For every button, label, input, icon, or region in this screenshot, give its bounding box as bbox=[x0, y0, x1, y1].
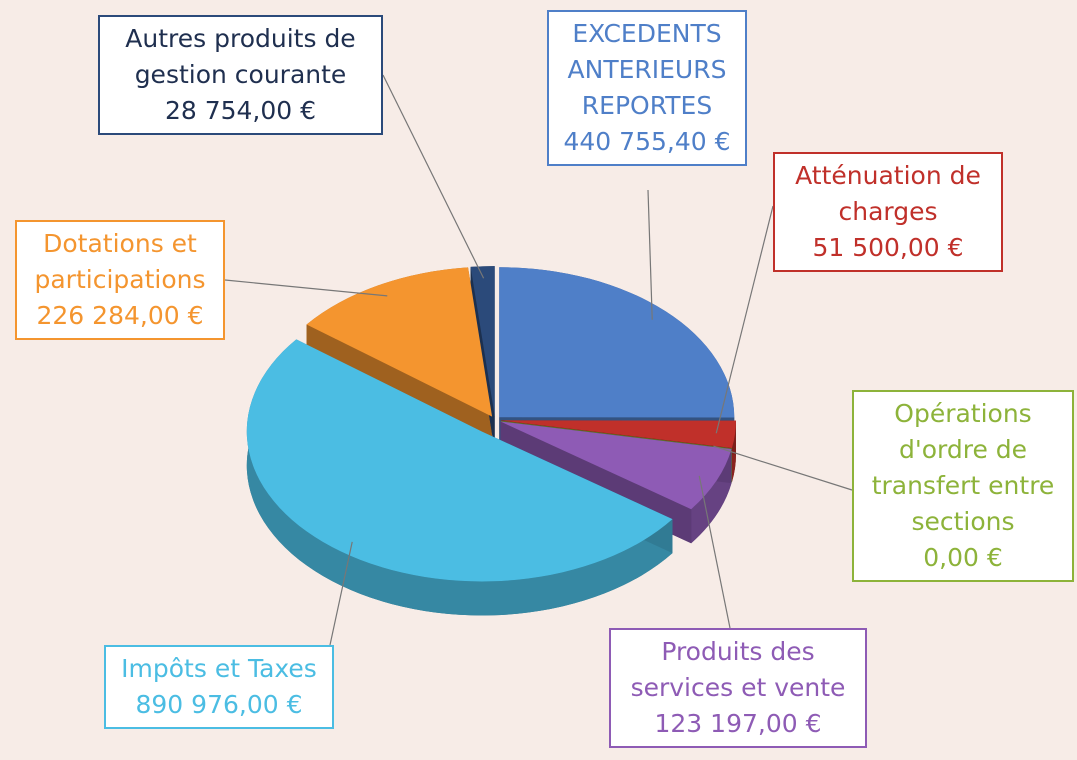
leader-line bbox=[647, 189, 653, 320]
value-label: 0,00 € bbox=[923, 543, 1003, 572]
slice bbox=[499, 267, 735, 418]
slice bbox=[470, 266, 495, 417]
category-label: Dotations et participations bbox=[34, 229, 206, 294]
slice bbox=[306, 267, 493, 417]
label-box: Produits des services et vente 123 197,00… bbox=[609, 628, 867, 748]
leader-line bbox=[698, 475, 731, 629]
leader-line bbox=[713, 445, 853, 491]
value-label: 28 754,00 € bbox=[164, 96, 317, 125]
label-box: Autres produits de gestion courante 28 75… bbox=[98, 15, 383, 135]
slice bbox=[246, 339, 673, 582]
leader-line bbox=[329, 541, 353, 646]
label-box: Dotations et participations 226 284,00 € bbox=[15, 220, 225, 340]
value-label: 890 976,00 € bbox=[135, 690, 303, 719]
category-label: EXCEDENTS ANTERIEURS REPORTES bbox=[567, 19, 727, 120]
category-label: Impôts et Taxes bbox=[121, 654, 317, 683]
leader-line bbox=[224, 279, 388, 297]
label-box: EXCEDENTS ANTERIEURS REPORTES 440 755,40 … bbox=[547, 10, 747, 166]
slice bbox=[500, 420, 736, 448]
value-label: 123 197,00 € bbox=[654, 709, 822, 738]
category-label: Opérations d'ordre de transfert entre se… bbox=[871, 399, 1055, 536]
leader-line bbox=[715, 205, 774, 434]
category-label: Produits des services et vente bbox=[630, 637, 846, 702]
category-label: Autres produits de gestion courante bbox=[125, 24, 356, 89]
value-label: 226 284,00 € bbox=[36, 301, 204, 330]
value-label: 440 755,40 € bbox=[563, 127, 731, 156]
slice-side bbox=[691, 449, 732, 544]
label-box: Impôts et Taxes 890 976,00 € bbox=[104, 645, 334, 729]
category-label: Atténuation de charges bbox=[795, 161, 981, 226]
slice bbox=[500, 421, 732, 510]
value-label: 51 500,00 € bbox=[812, 233, 964, 262]
label-box: Opérations d'ordre de transfert entre se… bbox=[852, 390, 1074, 582]
leader-line bbox=[382, 74, 485, 279]
label-box: Atténuation de charges 51 500,00 € bbox=[773, 152, 1003, 272]
